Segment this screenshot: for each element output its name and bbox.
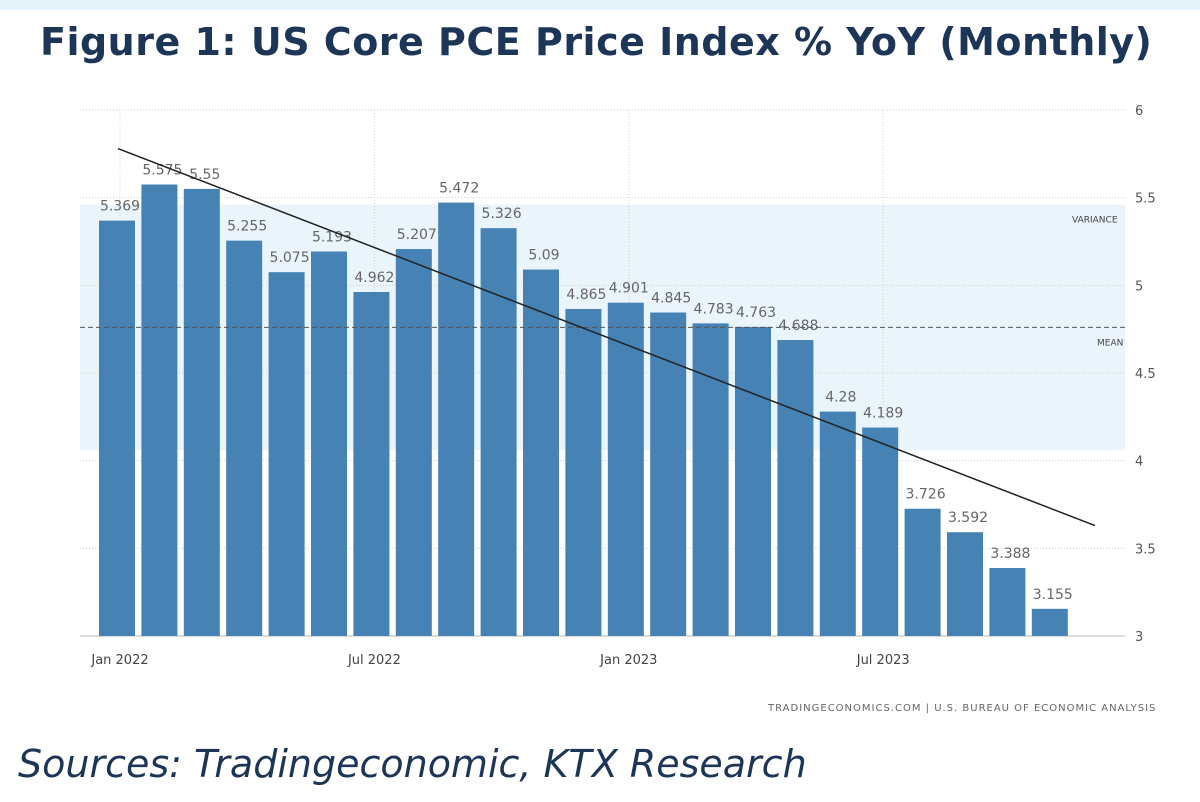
x-tick-label: Jan 2022 xyxy=(90,653,148,668)
bar-jun-2023 xyxy=(819,411,856,636)
y-tick-label: 3 xyxy=(1135,630,1143,645)
data-label: 5.193 xyxy=(312,229,352,245)
bar-may-2022 xyxy=(268,272,305,636)
bar-sep-2022 xyxy=(438,202,475,637)
y-tick-label: 5.5 xyxy=(1135,192,1156,207)
data-label: 5.369 xyxy=(100,199,140,215)
data-label: 5.575 xyxy=(142,163,182,179)
data-label: 4.865 xyxy=(566,287,606,303)
bar-apr-2022 xyxy=(226,240,263,636)
data-label: 3.388 xyxy=(990,546,1030,562)
y-tick-label: 5 xyxy=(1135,279,1143,294)
data-label: 3.592 xyxy=(948,510,988,526)
data-label: 5.207 xyxy=(397,227,437,243)
bar-jan-2022 xyxy=(99,220,135,637)
data-label: 4.962 xyxy=(354,270,394,286)
bar-feb-2022 xyxy=(141,184,178,636)
data-label: 4.688 xyxy=(778,318,818,334)
bar-aug-2023 xyxy=(904,508,941,636)
bar-jun-2022 xyxy=(311,251,347,636)
bar-mar-2023 xyxy=(692,323,729,636)
data-label: 4.901 xyxy=(609,281,649,297)
figure-title: Figure 1: US Core PCE Price Index % YoY … xyxy=(40,20,1153,64)
data-label: 3.155 xyxy=(1033,587,1073,603)
x-tick-label: Jul 2023 xyxy=(856,653,910,668)
data-label: 4.845 xyxy=(651,291,691,307)
sources-note: Sources: Tradingeconomic, KTX Research xyxy=(18,742,807,786)
data-label: 3.726 xyxy=(906,487,946,503)
y-tick-label: 3.5 xyxy=(1135,542,1156,557)
bar-aug-2022 xyxy=(395,249,432,636)
bar-nov-2022 xyxy=(523,269,559,636)
bar-jan-2023 xyxy=(607,302,644,636)
bar-oct-2023 xyxy=(989,567,1026,636)
bar-nov-2023 xyxy=(1031,608,1068,636)
data-label: 4.783 xyxy=(694,301,734,317)
x-tick-label: Jan 2023 xyxy=(599,653,657,668)
chart-credit: TRADINGECONOMICS.COM | U.S. BUREAU OF EC… xyxy=(768,703,1157,714)
data-label: 5.472 xyxy=(439,181,479,197)
variance-label: VARIANCE xyxy=(1072,216,1118,226)
bar-oct-2022 xyxy=(480,228,517,636)
bar-may-2023 xyxy=(777,340,814,636)
bar-dec-2022 xyxy=(565,309,602,636)
data-label: 5.255 xyxy=(227,219,267,235)
bar-apr-2023 xyxy=(735,326,771,636)
bar-jul-2023 xyxy=(862,427,899,636)
data-label: 5.55 xyxy=(189,167,220,183)
top-band xyxy=(0,0,1200,10)
bar-feb-2023 xyxy=(650,312,687,636)
data-label: 4.189 xyxy=(863,406,903,422)
y-tick-label: 6 xyxy=(1135,104,1143,119)
trend-line xyxy=(117,147,1096,527)
data-label: 4.763 xyxy=(736,305,776,321)
bar-mar-2022 xyxy=(183,188,220,636)
data-label: 4.28 xyxy=(825,390,856,406)
x-tick-label: Jul 2022 xyxy=(347,653,401,668)
y-tick-label: 4.5 xyxy=(1135,367,1156,382)
data-label: 5.326 xyxy=(482,206,522,222)
mean-label: MEAN xyxy=(1097,338,1123,348)
bar-jul-2022 xyxy=(353,291,390,636)
bar-sep-2023 xyxy=(947,532,983,636)
data-label: 5.075 xyxy=(270,250,310,266)
y-tick-label: 4 xyxy=(1135,455,1143,470)
data-label: 5.09 xyxy=(528,248,559,264)
